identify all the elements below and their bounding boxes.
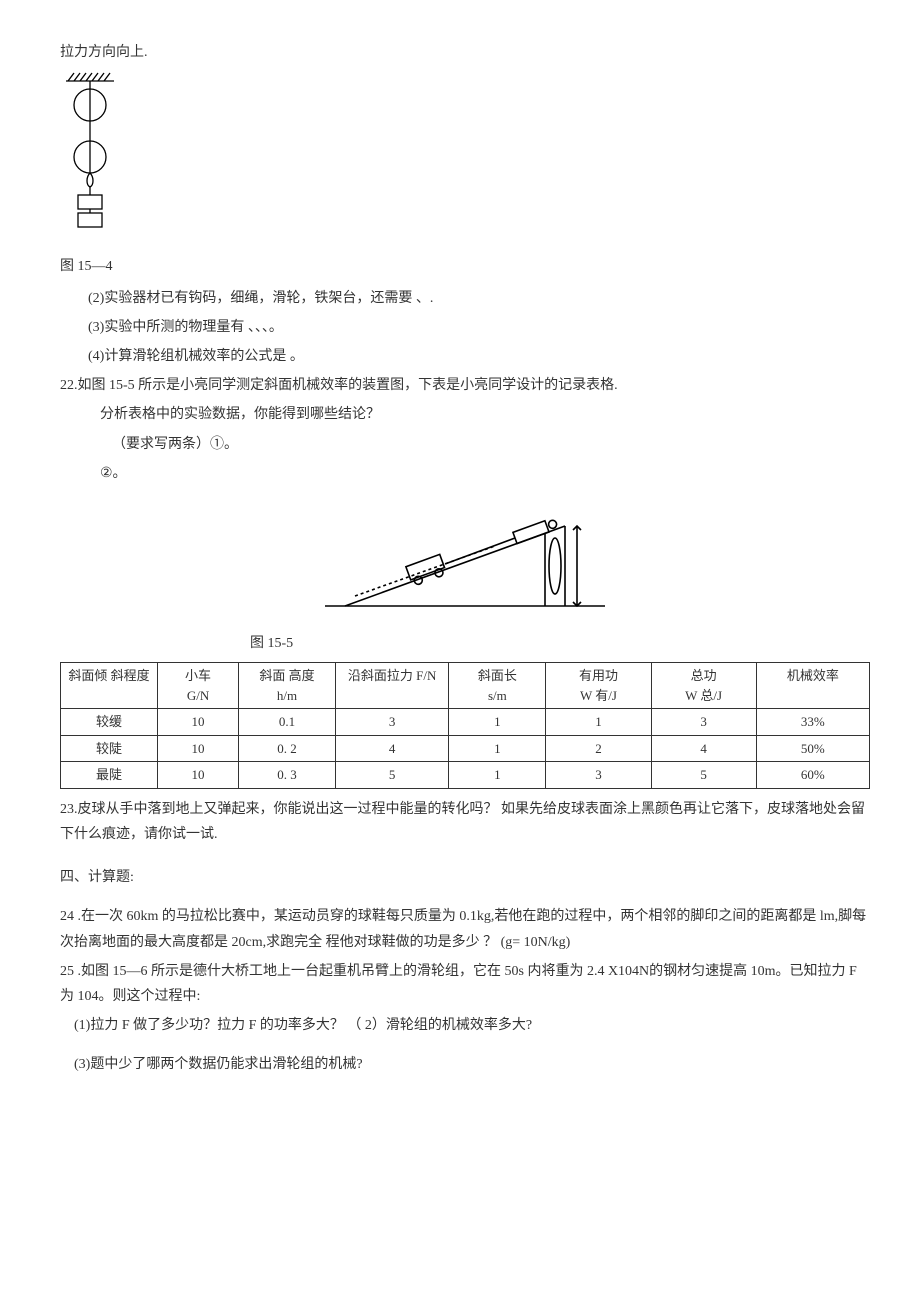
figure-15-5 bbox=[60, 506, 870, 625]
table-cell: 5 bbox=[651, 762, 756, 789]
th-height: 斜面 高度h/m bbox=[238, 663, 335, 709]
incline-svg bbox=[315, 506, 615, 616]
th-useful: 有用功W 有/J bbox=[546, 663, 651, 709]
table-cell: 0. 3 bbox=[238, 762, 335, 789]
table-cell: 10 bbox=[158, 709, 239, 736]
table-cell: 3 bbox=[336, 709, 449, 736]
figure-15-4-label: 图 15—4 bbox=[60, 254, 870, 279]
table-cell: 0. 2 bbox=[238, 735, 335, 762]
th-force: 沿斜面拉力 F/N bbox=[336, 663, 449, 709]
q22-analyze: 分析表格中的实验数据，你能得到哪些结论？ bbox=[100, 402, 870, 427]
q22-req2: ②。 bbox=[100, 461, 870, 486]
q22-stem: 22.如图 15-5 所示是小亮同学测定斜面机械效率的装置图，下表是小亮同学设计… bbox=[60, 373, 870, 398]
table-row: 较缓100.1311333% bbox=[61, 709, 870, 736]
table-cell: 60% bbox=[756, 762, 869, 789]
table-cell: 1 bbox=[449, 735, 546, 762]
th-cart: 小车G/N bbox=[158, 663, 239, 709]
pulley-svg bbox=[60, 71, 120, 241]
table-cell: 10 bbox=[158, 735, 239, 762]
figure-15-4 bbox=[60, 71, 870, 250]
table-cell: 33% bbox=[756, 709, 869, 736]
th-incline: 斜面倾 斜程度 bbox=[61, 663, 158, 709]
table-cell: 0.1 bbox=[238, 709, 335, 736]
table-cell: 4 bbox=[336, 735, 449, 762]
q21-2: (2)实验器材已有钩码，细绳，滑轮，铁架台，还需要 、. bbox=[88, 286, 870, 311]
table-cell: 3 bbox=[651, 709, 756, 736]
q23: 23.皮球从手中落到地上又弹起来，你能说出这一过程中能量的转化吗？ 如果先给皮球… bbox=[60, 797, 870, 847]
q21-4: (4)计算滑轮组机械效率的公式是 。 bbox=[88, 344, 870, 369]
table-body: 较缓100.1311333%较陡100. 2412450%最陡100. 3513… bbox=[61, 709, 870, 789]
q25-3: (3)题中少了哪两个数据仍能求出滑轮组的机械? bbox=[74, 1052, 870, 1077]
th-length: 斜面长s/m bbox=[449, 663, 546, 709]
figure-15-5-label: 图 15-5 bbox=[250, 631, 870, 656]
table-cell: 较陡 bbox=[61, 735, 158, 762]
table-cell: 较缓 bbox=[61, 709, 158, 736]
incline-data-table: 斜面倾 斜程度 小车G/N 斜面 高度h/m 沿斜面拉力 F/N 斜面长s/m … bbox=[60, 662, 870, 789]
table-cell: 2 bbox=[546, 735, 651, 762]
table-header-row: 斜面倾 斜程度 小车G/N 斜面 高度h/m 沿斜面拉力 F/N 斜面长s/m … bbox=[61, 663, 870, 709]
table-cell: 1 bbox=[449, 709, 546, 736]
table-cell: 5 bbox=[336, 762, 449, 789]
table-row: 较陡100. 2412450% bbox=[61, 735, 870, 762]
th-total: 总功W 总/J bbox=[651, 663, 756, 709]
table-cell: 1 bbox=[449, 762, 546, 789]
table-cell: 3 bbox=[546, 762, 651, 789]
section-4-title: 四、计算题: bbox=[60, 865, 870, 890]
q25-1-2: (1)拉力 F 做了多少功？拉力 F 的功率多大？ （ 2）滑轮组的机械效率多大… bbox=[74, 1013, 870, 1038]
table-cell: 50% bbox=[756, 735, 869, 762]
q22-req1: （要求写两条）①。 bbox=[112, 432, 870, 457]
q21-3: (3)实验中所测的物理量有 、、、。 bbox=[88, 315, 870, 340]
q24: 24 .在一次 60km 的马拉松比赛中，某运动员穿的球鞋每只质量为 0.1kg… bbox=[60, 904, 870, 954]
text-pull-direction: 拉力方向向上. bbox=[60, 40, 870, 65]
q25-stem: 25 .如图 15—6 所示是德什大桥工地上一台起重机吊臂上的滑轮组，它在 50… bbox=[60, 959, 870, 1009]
table-cell: 1 bbox=[546, 709, 651, 736]
table-cell: 10 bbox=[158, 762, 239, 789]
table-row: 最陡100. 3513560% bbox=[61, 762, 870, 789]
table-cell: 4 bbox=[651, 735, 756, 762]
table-cell: 最陡 bbox=[61, 762, 158, 789]
th-eff: 机械效率 bbox=[756, 663, 869, 709]
